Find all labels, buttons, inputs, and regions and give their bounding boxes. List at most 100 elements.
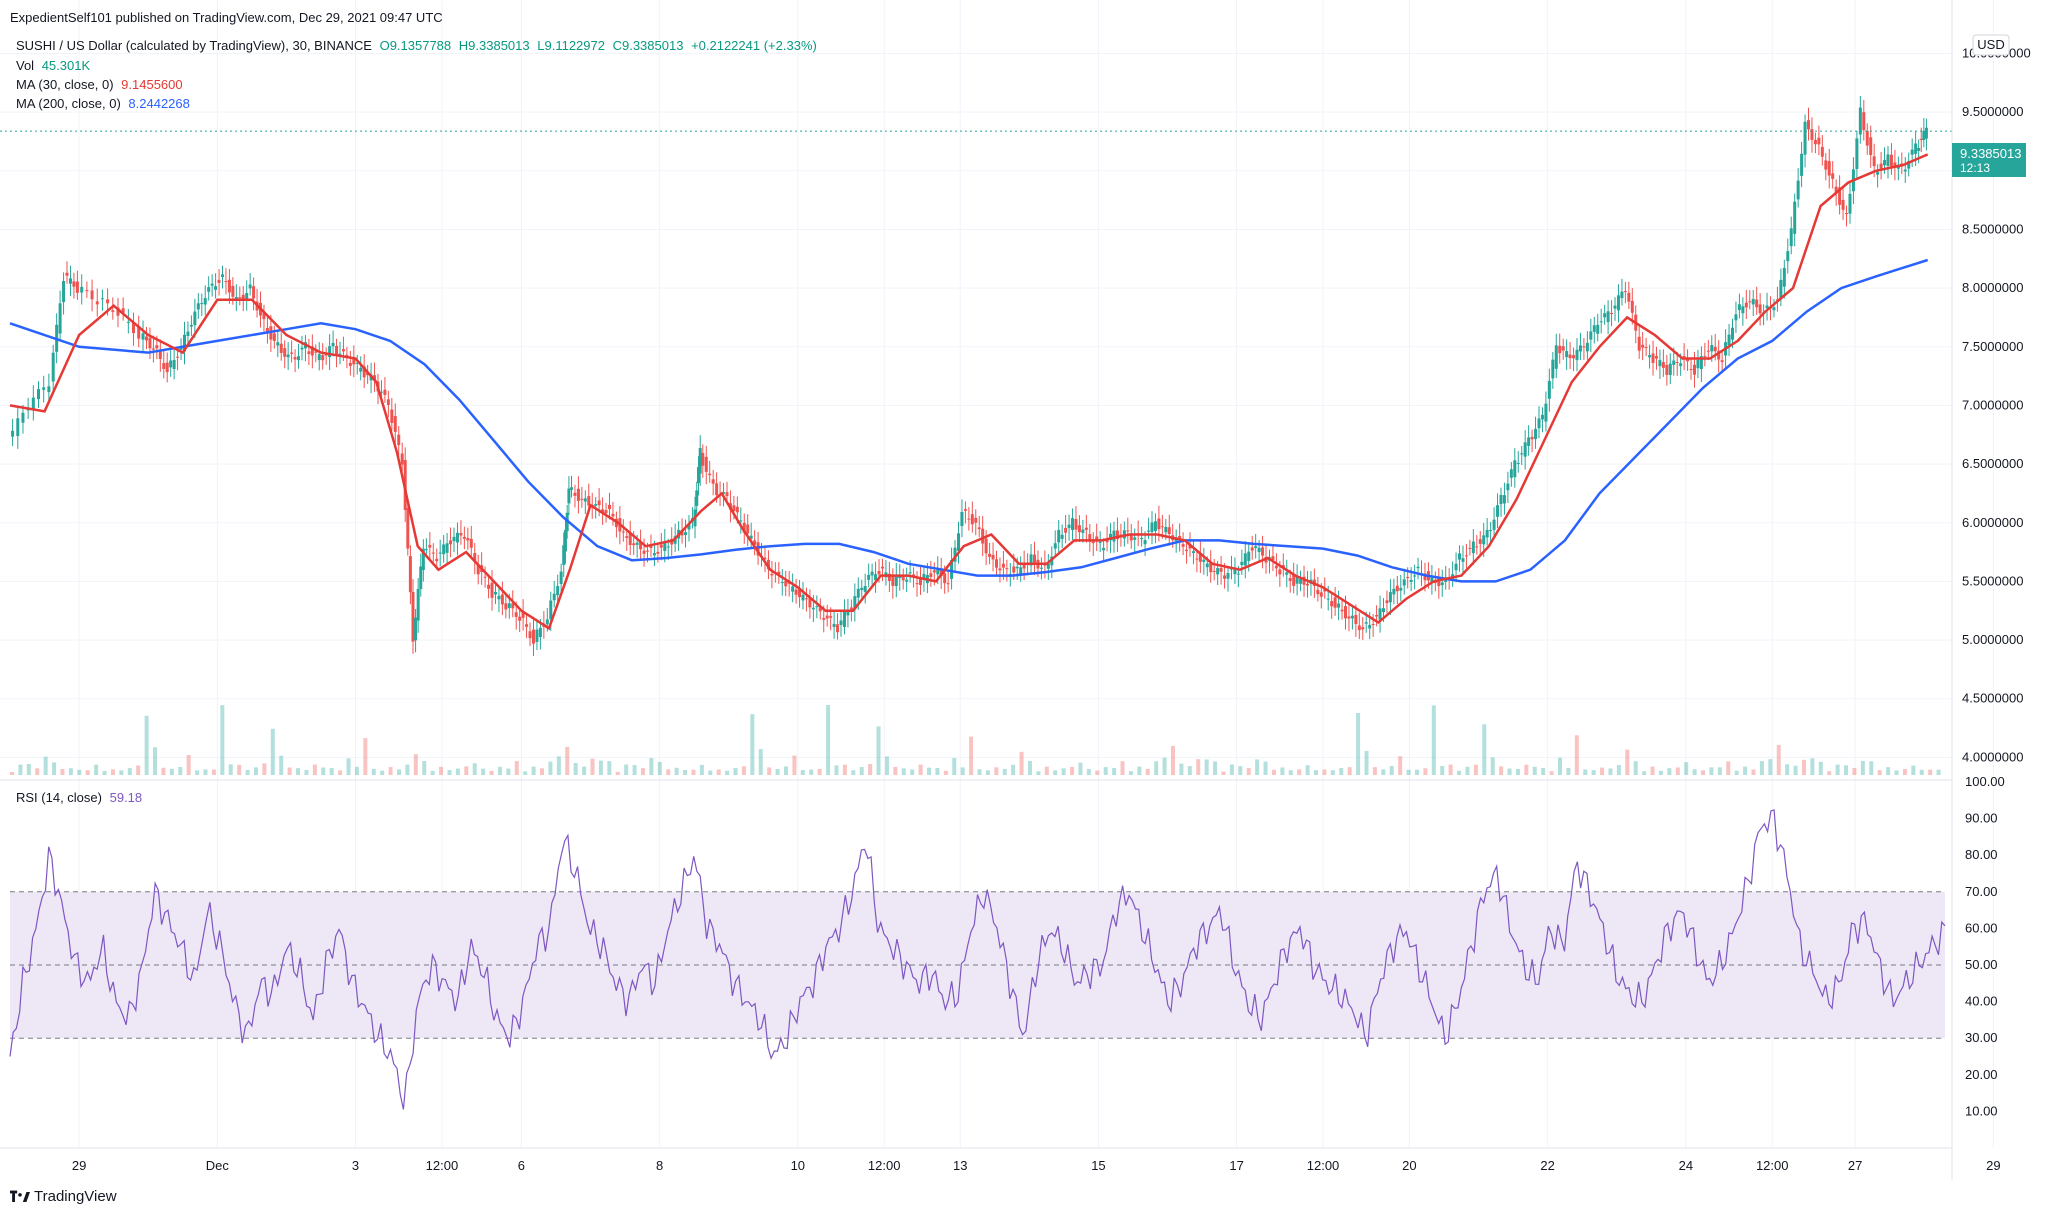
ma30-legend[interactable]: MA (30, close, 0) 9.1455600 <box>16 77 187 92</box>
candle-body <box>818 607 822 612</box>
candle-body <box>1105 539 1109 543</box>
candle-body <box>784 580 788 587</box>
rsi-legend[interactable]: RSI (14, close) 59.18 <box>16 790 146 805</box>
candle-body <box>1651 353 1655 363</box>
symbol-legend[interactable]: SUSHI / US Dollar (calculated by Trading… <box>16 38 821 53</box>
candle-body <box>981 528 985 544</box>
candle-body <box>1599 321 1603 323</box>
candle-body <box>1565 350 1569 358</box>
candle-body <box>901 575 905 581</box>
candle-body <box>1730 327 1734 340</box>
candle-body <box>276 342 280 346</box>
volume-bar <box>10 772 14 775</box>
candle-body <box>300 347 304 350</box>
candle-body <box>1831 173 1835 179</box>
candle-body <box>1889 154 1893 167</box>
ma200-line <box>9 258 1929 583</box>
candle-body <box>424 549 428 551</box>
candle-body <box>1167 527 1171 535</box>
candle-body <box>1074 519 1078 530</box>
volume-bar <box>1600 767 1605 775</box>
volume-bar <box>1785 764 1790 775</box>
candle-body <box>1824 160 1828 170</box>
volume-bar <box>1213 761 1218 775</box>
candle-body <box>111 310 115 312</box>
candle-body <box>1178 535 1182 539</box>
candle-body <box>1305 583 1309 586</box>
candle-body <box>960 511 964 527</box>
candle-body <box>1648 355 1652 358</box>
candle-body <box>804 598 808 600</box>
candle-body <box>791 586 795 592</box>
volume-bar <box>144 715 149 775</box>
last-price-badge: 9.3385013 12:13 <box>1952 143 2026 177</box>
volume-legend[interactable]: Vol 45.301K <box>16 58 94 73</box>
volume-bar <box>68 768 73 775</box>
candle-body <box>839 620 843 626</box>
time-tick-label: 12:00 <box>868 1158 901 1173</box>
volume-bar <box>649 758 654 775</box>
candle-body <box>1502 495 1506 504</box>
candle-body <box>1692 364 1696 375</box>
candle-body <box>210 283 214 286</box>
candle-body <box>1485 529 1489 538</box>
candle-body <box>573 492 577 496</box>
tradingview-logo[interactable]: TradingView <box>10 1188 117 1205</box>
volume-bar <box>304 770 309 775</box>
volume-bar <box>489 770 494 775</box>
volume-bar <box>1928 769 1933 775</box>
candle-body <box>1382 608 1386 613</box>
candle-body <box>321 355 325 361</box>
candle-body <box>1112 530 1116 542</box>
candle-body <box>176 356 180 358</box>
volume-bar <box>1305 765 1310 775</box>
candle-body <box>1582 346 1586 348</box>
candle-body <box>1081 529 1085 533</box>
candle-body <box>1547 380 1551 399</box>
volume-bar <box>1120 761 1125 775</box>
volume-bar <box>851 770 856 775</box>
volume-bar <box>1776 744 1781 775</box>
candle-body <box>1641 344 1645 348</box>
candle-body <box>1091 541 1095 544</box>
rsi-tick-label: 100.00 <box>1965 774 2005 789</box>
volume-bar <box>1574 735 1579 775</box>
candle-body <box>1699 356 1703 370</box>
candle-body <box>1779 279 1783 299</box>
candle-body <box>419 566 423 589</box>
candle-body <box>314 351 318 353</box>
publisher-line: ExpedientSelf101 published on TradingVie… <box>10 10 443 25</box>
candle-body <box>1147 530 1151 532</box>
volume-bar <box>110 769 115 775</box>
volume-bar <box>708 770 713 775</box>
candle-body <box>1658 360 1662 367</box>
candle-body <box>594 504 598 506</box>
ohlc-low: L9.1122972 <box>537 38 605 53</box>
candle-body <box>165 362 169 373</box>
candle-body <box>493 591 497 595</box>
candle-body <box>1468 547 1472 549</box>
candle-body <box>1734 314 1738 321</box>
price-tick-label: 6.5000000 <box>1962 456 2023 471</box>
candle-body <box>918 577 922 585</box>
candle-body <box>867 574 871 580</box>
candle-body <box>853 596 857 610</box>
candle-body <box>490 582 494 598</box>
candle-body <box>1672 360 1676 365</box>
volume-bar <box>1759 761 1764 775</box>
candle-body <box>1316 589 1320 595</box>
candle-body <box>1544 403 1548 422</box>
candle-body <box>521 611 525 618</box>
candle-body <box>1551 359 1555 379</box>
volume-bar <box>1078 762 1083 775</box>
candle-body <box>1855 138 1859 170</box>
candle-body <box>435 558 439 562</box>
ma200-legend[interactable]: MA (200, close, 0) 8.2442268 <box>16 96 194 111</box>
ohlc-open: O9.1357788 <box>379 38 452 53</box>
volume-bar <box>910 769 915 775</box>
volume-bar <box>666 769 671 775</box>
candle-body <box>1064 527 1068 533</box>
currency-badge[interactable]: USD <box>1972 34 2010 56</box>
volume-bar <box>792 755 797 775</box>
